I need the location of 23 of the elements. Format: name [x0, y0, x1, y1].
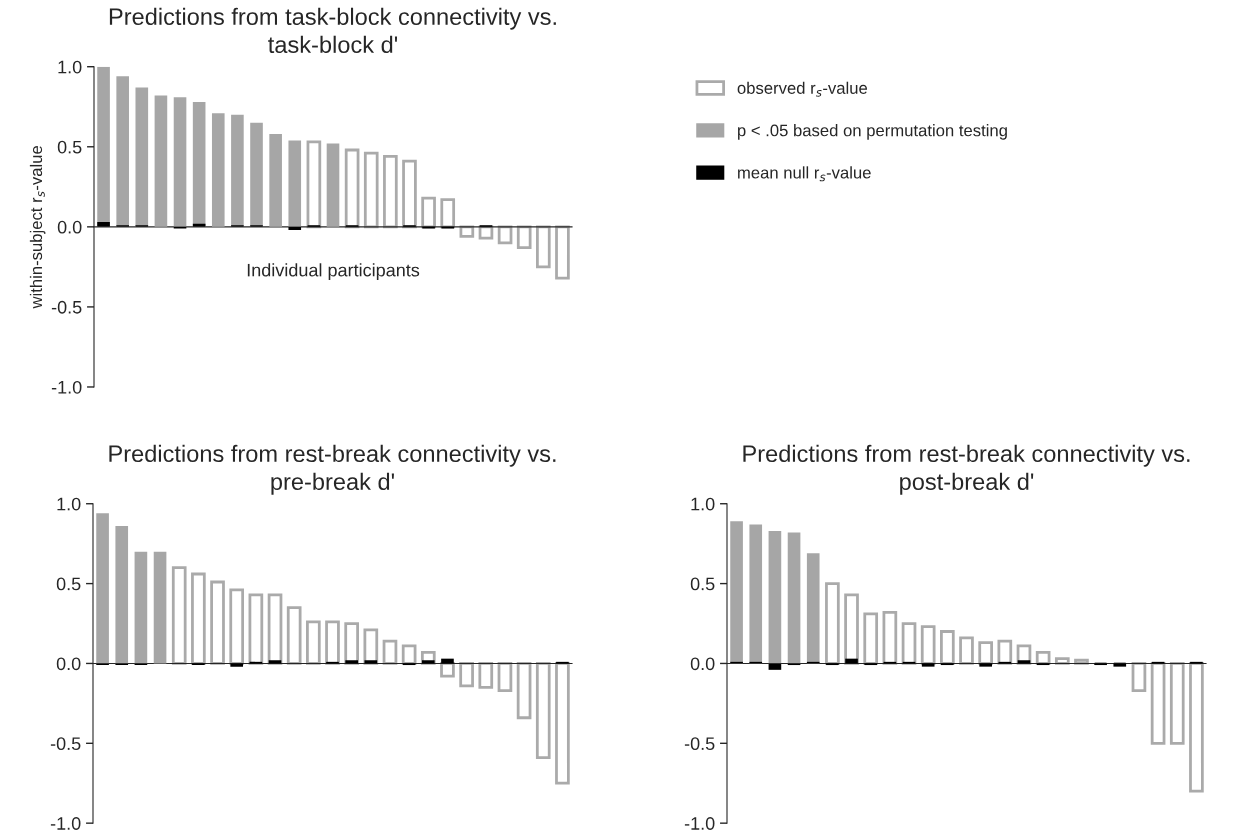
y-tick-label: -1.0: [684, 817, 715, 830]
y-tick-label: 0.5: [690, 577, 715, 591]
annotation: Individual participants: [247, 263, 420, 281]
y-tick-label: -0.5: [684, 737, 715, 751]
chart-title: Predictions from task-block connectivity vs. task-block d': [109, 7, 556, 54]
y-tick-label: 0.0: [56, 657, 81, 671]
y-axis-title: within-subject r$_{s}$-value: [29, 146, 46, 309]
chart-title: Predictions from rest-break connectivity vs. post-break d': [743, 444, 1190, 495]
y-tick-label: 1.0: [57, 497, 81, 511]
legend-label: p < .05 based on permutation testing: [738, 124, 1007, 140]
y-tick-label: -1.0: [50, 817, 81, 830]
y-tick-label: 0.0: [690, 657, 715, 671]
y-tick-label: 1.0: [58, 60, 82, 74]
y-tick-label: 0.5: [57, 140, 82, 154]
y-tick-label: -1.0: [51, 380, 82, 394]
legend-label: mean null r$_{s}$-value: [738, 166, 871, 182]
legend-label: observed r$_{s}$-value: [737, 81, 868, 97]
y-tick-label: 1.0: [691, 497, 715, 511]
chart-title: Predictions from rest-break connectivity vs. pre-break d': [109, 444, 556, 495]
y-tick-label: 0.5: [56, 577, 81, 591]
y-tick-label: -0.5: [51, 300, 82, 314]
y-tick-label: 0.0: [57, 220, 82, 234]
y-tick-label: -0.5: [50, 737, 81, 751]
